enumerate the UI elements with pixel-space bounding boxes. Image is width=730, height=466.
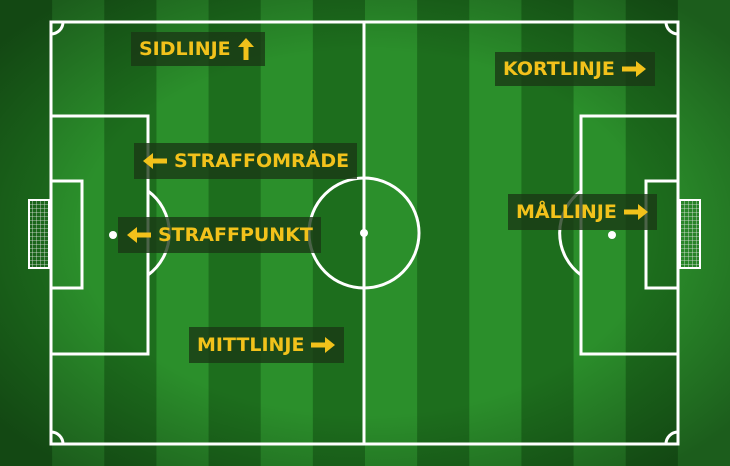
arrow-left-icon	[143, 153, 167, 169]
arrow-up-icon	[237, 38, 254, 60]
left-penalty-spot	[109, 231, 117, 239]
label-mittlinje: MITTLINJE	[189, 327, 345, 363]
corner-arc-bl	[50, 430, 65, 445]
arrow-right-icon	[621, 61, 646, 77]
label-kortlinje: KORTLINJE	[495, 52, 655, 86]
goals	[28, 199, 701, 269]
label-kortlinje-text: KORTLINJE	[503, 58, 615, 80]
right-goal-area	[644, 179, 680, 290]
corner-arc-br	[664, 430, 679, 445]
label-sidlinje: SIDLINJE	[131, 32, 265, 66]
arrow-right-icon	[623, 204, 648, 220]
label-mallinje-text: MÅLLINJE	[516, 201, 617, 223]
pitch-spots	[109, 229, 616, 239]
label-straffpunkt-text: STRAFFPUNKT	[158, 224, 313, 246]
left-goal-net	[28, 199, 50, 269]
arrow-right-icon	[311, 337, 336, 353]
label-straffomrade: STRAFFOMRÅDE	[134, 143, 358, 179]
right-penalty-spot	[608, 231, 616, 239]
corner-arc-tl	[50, 21, 65, 36]
label-straffpunkt: STRAFFPUNKT	[118, 217, 321, 253]
left-goal-area	[49, 179, 84, 290]
label-straffomrade-text: STRAFFOMRÅDE	[174, 150, 350, 172]
corner-arc-tr	[664, 21, 679, 36]
label-mallinje: MÅLLINJE	[508, 194, 657, 230]
label-sidlinje-text: SIDLINJE	[139, 38, 231, 60]
right-goal-net	[679, 199, 701, 269]
center-spot	[360, 229, 368, 237]
arrow-left-icon	[127, 227, 151, 243]
label-mittlinje-text: MITTLINJE	[197, 334, 305, 356]
